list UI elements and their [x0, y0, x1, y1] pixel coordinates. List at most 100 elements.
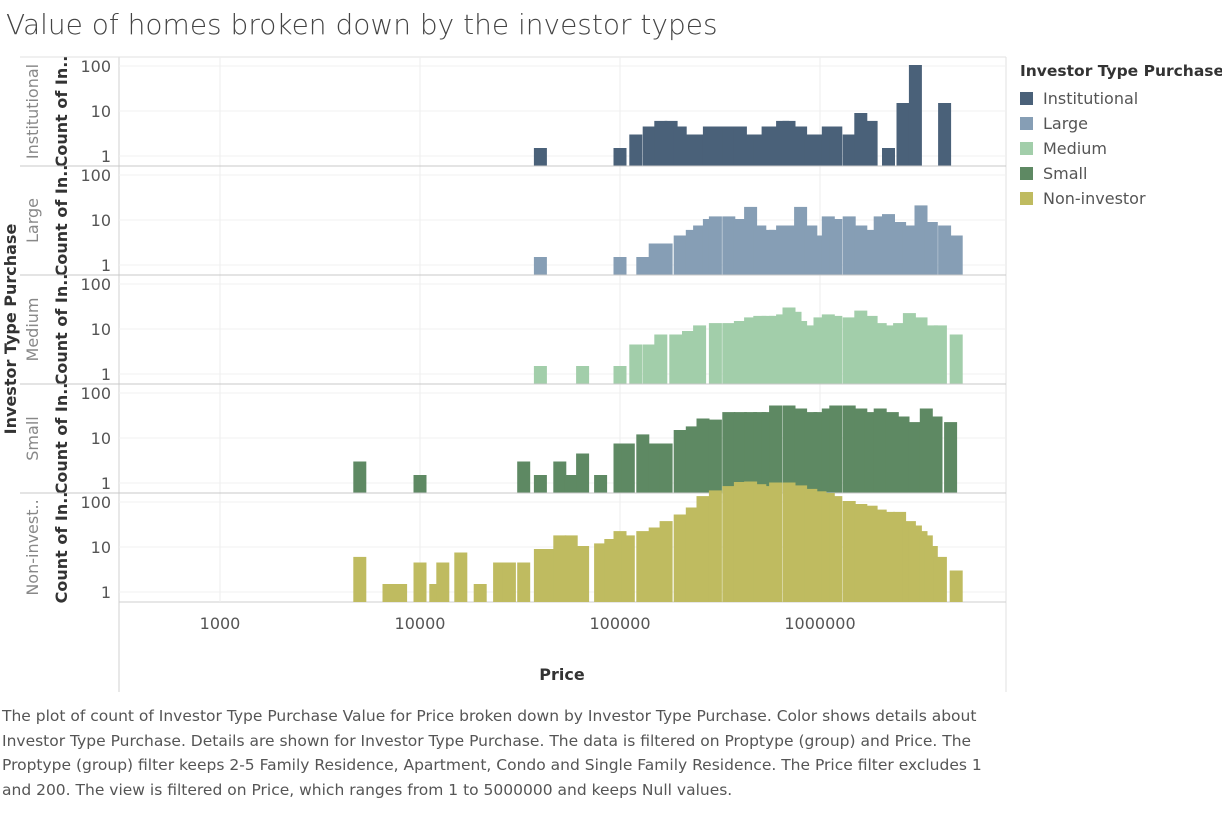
histogram-bar [794, 126, 808, 166]
histogram-bar [564, 535, 578, 602]
histogram-bar [553, 461, 567, 493]
histogram-bar [696, 418, 710, 493]
histogram-bar [896, 416, 910, 493]
y-tick-label: 1 [101, 147, 111, 166]
row-facet-label: Non-invest.. [23, 499, 42, 595]
histogram-bar [654, 120, 668, 166]
histogram-bar [648, 243, 662, 275]
histogram-bar [829, 219, 843, 275]
histogram-bar [353, 556, 367, 602]
histogram-bar [621, 443, 635, 493]
histogram-bar [938, 225, 952, 275]
histogram-bar [842, 317, 856, 384]
histogram-bar [769, 482, 783, 602]
legend-label: Non-investor [1043, 189, 1146, 208]
y-tick-label: 1 [101, 256, 111, 275]
legend-label: Small [1043, 164, 1088, 183]
chart-title: Value of homes broken down by the invest… [6, 8, 718, 41]
y-tick-label: 10 [91, 211, 111, 230]
histogram-bar [436, 562, 450, 602]
histogram-bar [873, 408, 887, 493]
histogram-bar [673, 514, 687, 602]
histogram-bar [854, 113, 868, 166]
histogram-bar [648, 527, 662, 602]
legend-item-medium[interactable]: Medium [1020, 136, 1222, 161]
histogram-bar [864, 120, 878, 166]
histogram-bar [702, 126, 716, 166]
histogram-bar [854, 408, 868, 493]
histogram-bar [693, 225, 707, 275]
histogram-bar [949, 334, 963, 384]
histogram-bar [842, 501, 856, 602]
histogram-bar [517, 562, 531, 602]
histogram-bar [782, 405, 796, 493]
histogram-bar [685, 426, 699, 493]
legend-item-institutional[interactable]: Institutional [1020, 86, 1222, 111]
histogram-bar [949, 235, 963, 275]
histogram-bar [794, 408, 808, 493]
histogram-bar [517, 461, 531, 493]
y-tick-label: 1 [101, 474, 111, 493]
legend-item-non-investor[interactable]: Non-investor [1020, 186, 1222, 211]
histogram-bar [413, 562, 427, 602]
row-facet-label: Institutional [23, 64, 42, 159]
histogram-bar [794, 321, 808, 384]
histogram-bar [533, 148, 547, 166]
y-tick-label: 100 [80, 166, 111, 185]
histogram-bar [769, 405, 783, 493]
legend-item-small[interactable]: Small [1020, 161, 1222, 186]
legend: Investor Type Purchase Institutional Lar… [1020, 62, 1222, 211]
histogram-bar [682, 331, 695, 384]
histogram-bar [553, 535, 567, 602]
histogram-bar [782, 225, 796, 275]
histogram-bar [733, 412, 747, 493]
histogram-bar [782, 120, 796, 166]
histogram-bar [722, 486, 736, 602]
histogram-bar [576, 453, 590, 493]
histogram-bar [708, 323, 722, 384]
histogram-bar [842, 405, 856, 493]
x-axis-title: Price [539, 665, 585, 684]
histogram-bar [829, 405, 843, 493]
histogram-bar [659, 521, 673, 602]
row-axis-title: Investor Type Purchase [1, 224, 20, 435]
histogram-bar [413, 475, 427, 493]
histogram-bar [642, 344, 656, 384]
y-tick-label: 10 [91, 320, 111, 339]
histogram-bar [708, 490, 722, 602]
histogram-bar [794, 485, 808, 602]
legend-label: Large [1043, 114, 1089, 133]
legend-item-large[interactable]: Large [1020, 111, 1222, 136]
x-tick-label: 100000 [589, 614, 650, 633]
histogram-bar [885, 412, 899, 493]
y-tick-label: 1 [101, 583, 111, 602]
x-tick-label: 10000 [395, 614, 446, 633]
histogram-bar [733, 321, 747, 384]
histogram-bar [613, 366, 627, 384]
legend-label: Medium [1043, 139, 1107, 158]
histogram-bar [659, 443, 673, 493]
histogram-bar [636, 434, 650, 493]
histogram-bar [613, 148, 627, 166]
histogram-bar [648, 443, 662, 493]
histogram-bar [842, 134, 856, 166]
histogram-bar [576, 546, 590, 602]
row-facet-label: Small [23, 416, 42, 460]
y-tick-label: 10 [91, 429, 111, 448]
histogram-bar [914, 317, 928, 384]
x-tick-label: 1000000 [784, 614, 855, 633]
histogram-bar [533, 257, 547, 275]
histogram-bar [882, 325, 895, 384]
histogram-bar [893, 323, 907, 384]
histogram-bar [621, 535, 635, 602]
histogram-bar [693, 325, 707, 384]
histogram-bar [682, 134, 695, 166]
y-tick-label: 100 [80, 493, 111, 512]
legend-swatch [1020, 192, 1033, 205]
histogram-bar [533, 549, 547, 602]
histogram-bar [882, 214, 895, 275]
legend-swatch [1020, 142, 1033, 155]
histogram-bar [564, 475, 578, 493]
histogram-bar [938, 103, 952, 166]
y-axis-title: Count of In.. [52, 383, 71, 495]
